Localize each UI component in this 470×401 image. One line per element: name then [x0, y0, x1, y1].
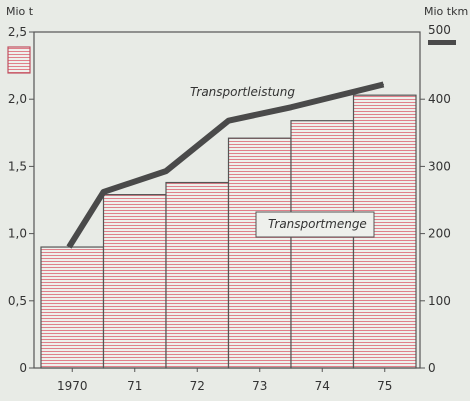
- left-axis-unit: Mio t: [6, 5, 34, 18]
- line-point-73: [228, 120, 229, 122]
- bar-74: [290, 120, 355, 369]
- right-axis-unit: Mio tkm: [424, 5, 468, 18]
- ticks-layer: 0 0,5 1,0 1,5 2,0 2,5 0 100 200 300 400 500 1970 71 72…: [8, 23, 451, 393]
- legend-line-symbol: [428, 40, 456, 45]
- left-tick-label: 0,5: [8, 294, 27, 308]
- transportleistung-line: [66, 81, 385, 249]
- x-tick-label: 75: [377, 379, 392, 393]
- plot-frame: [33, 31, 421, 369]
- left-tick-label: 0: [19, 361, 27, 375]
- x-tick-label: 74: [315, 379, 330, 393]
- transportleistung-label: Transportleistung: [190, 85, 295, 99]
- left-tick-label: 2,5: [8, 25, 27, 39]
- bar-71: [102, 194, 167, 369]
- left-tick-label: 1,0: [8, 227, 27, 241]
- right-tick-label: 500: [428, 23, 451, 37]
- bar-72: [165, 181, 230, 369]
- line-layer: [66, 81, 385, 249]
- x-tick-label: 71: [127, 379, 142, 393]
- right-tick-label: 200: [428, 227, 451, 241]
- bar-73: [227, 137, 292, 369]
- transportmenge-label: Transportmenge: [268, 217, 367, 231]
- line-point-72: [165, 170, 167, 172]
- bar-1970: [40, 246, 105, 369]
- left-tick-label: 2,0: [8, 92, 27, 106]
- x-tick-label: 1970: [57, 379, 88, 393]
- legend-bar-symbol: [7, 46, 31, 74]
- left-tick-label: 1,5: [8, 159, 27, 173]
- right-tick-label: 400: [428, 92, 451, 106]
- transportmenge-label-box: [255, 211, 375, 238]
- line-point-71: [103, 191, 104, 193]
- bars-layer: [40, 94, 417, 369]
- right-tick-label: 300: [428, 159, 451, 173]
- right-tick-label: 100: [428, 294, 451, 308]
- transportleistung-label-group: Transportleistung: [190, 85, 295, 99]
- x-tick-label: 73: [252, 379, 267, 393]
- right-tick-label: 0: [428, 361, 436, 375]
- x-tick-label: 72: [190, 379, 205, 393]
- line-point-75: [383, 83, 384, 85]
- transportmenge-label-group: Transportmenge: [255, 211, 375, 238]
- line-point-74: [290, 106, 292, 108]
- line-point-1970: [68, 246, 70, 248]
